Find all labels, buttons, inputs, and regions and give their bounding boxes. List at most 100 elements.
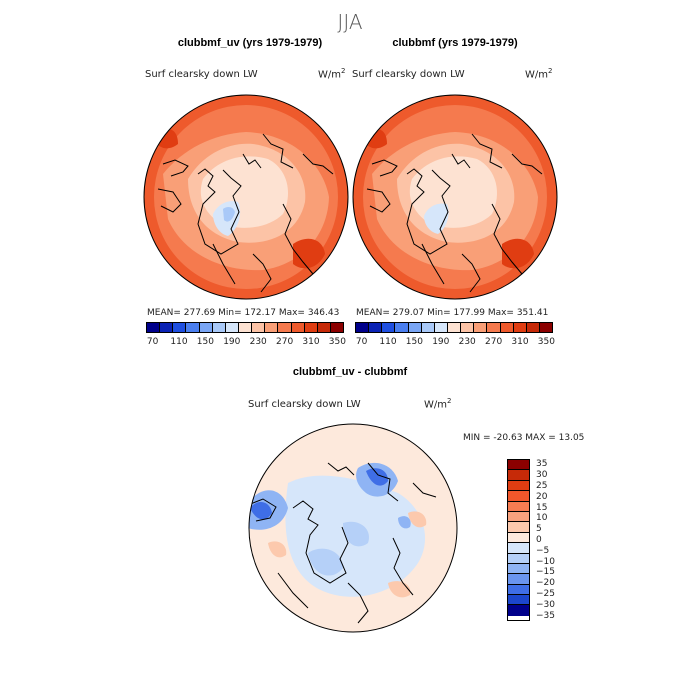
colorbar-swatch xyxy=(508,532,529,544)
colorbar-swatch xyxy=(395,323,409,332)
panel1-colorbar-labels: 70 110 150 190 230 270 310 350 xyxy=(146,337,346,349)
colorbar-swatch xyxy=(356,323,370,332)
colorbar-swatch xyxy=(508,501,529,512)
colorbar-swatch xyxy=(238,323,253,332)
diff-stats: MIN = -20.63 MAX = 13.05 xyxy=(463,433,585,443)
colorbar-swatch xyxy=(265,323,279,332)
diff-variable: Surf clearsky down LW xyxy=(248,399,361,410)
colorbar-tick-label: 310 xyxy=(302,337,320,347)
colorbar-swatch xyxy=(199,323,213,332)
panel2-title: clubbmf (yrs 1979-1979) xyxy=(392,37,518,49)
diff-title: clubbmf_uv - clubbmf xyxy=(292,366,408,378)
colorbar-swatch xyxy=(508,470,529,481)
panel2-colorbar-labels: 70 110 150 190 230 270 310 350 xyxy=(355,337,555,349)
panel1-stats: MEAN= 277.69 Min= 172.17 Max= 346.43 xyxy=(147,308,340,318)
diff-map-border xyxy=(248,423,458,633)
colorbar-swatch xyxy=(508,553,529,564)
colorbar-tick-label: −15 xyxy=(536,567,555,578)
panel1-map-border xyxy=(143,94,349,300)
colorbar-tick-label: 350 xyxy=(328,337,346,347)
colorbar-swatch xyxy=(160,323,174,332)
colorbar-swatch xyxy=(278,323,292,332)
colorbar-swatch xyxy=(487,323,501,332)
colorbar-swatch xyxy=(513,323,527,332)
colorbar-swatch xyxy=(304,323,318,332)
panel1-units: W/m2 xyxy=(318,67,346,81)
panel1-map xyxy=(143,94,349,300)
diff-field xyxy=(249,424,457,632)
panel1-title: clubbmf_uv (yrs 1979-1979) xyxy=(177,37,323,49)
colorbar-tick-label: 15 xyxy=(536,502,548,513)
colorbar-swatch xyxy=(508,460,529,471)
colorbar-swatch xyxy=(539,323,553,332)
colorbar-swatch xyxy=(186,323,200,332)
diff-units: W/m2 xyxy=(424,397,452,411)
panel1-colorbar xyxy=(146,322,344,333)
colorbar-swatch xyxy=(508,595,529,606)
colorbar-swatch xyxy=(500,323,514,332)
colorbar-swatch xyxy=(434,323,448,332)
colorbar-tick-label: 110 xyxy=(170,337,188,347)
colorbar-tick-label: −10 xyxy=(536,556,555,567)
panel2-map xyxy=(352,94,558,300)
colorbar-swatch xyxy=(447,323,462,332)
diff-colorbar-labels: 35 30 25 20 15 10 5 0 −5 −10 −15 −20 −25 −30 −35 xyxy=(536,459,576,621)
panel2-units: W/m2 xyxy=(525,67,553,81)
panel2-colorbar xyxy=(355,322,553,333)
colorbar-swatch xyxy=(147,323,161,332)
colorbar-tick-label: 70 xyxy=(355,337,368,347)
colorbar-tick-label: 5 xyxy=(536,524,542,535)
colorbar-tick-label: 230 xyxy=(249,337,267,347)
panel2-stats: MEAN= 279.07 Min= 177.99 Max= 351.41 xyxy=(356,308,549,318)
colorbar-swatch xyxy=(526,323,540,332)
colorbar-tick-label: 190 xyxy=(432,337,450,347)
colorbar-swatch xyxy=(369,323,383,332)
colorbar-swatch xyxy=(508,543,529,554)
colorbar-swatch xyxy=(291,323,305,332)
colorbar-swatch xyxy=(474,323,488,332)
colorbar-swatch xyxy=(421,323,435,332)
colorbar-tick-label: 310 xyxy=(511,337,529,347)
colorbar-swatch xyxy=(508,522,529,533)
colorbar-swatch xyxy=(252,323,266,332)
colorbar-swatch xyxy=(212,323,226,332)
colorbar-tick-label: 0 xyxy=(536,535,542,545)
colorbar-tick-label: 70 xyxy=(146,337,159,347)
colorbar-swatch xyxy=(173,323,187,332)
colorbar-tick-label: 230 xyxy=(458,337,476,347)
colorbar-tick-label: 25 xyxy=(536,481,548,491)
colorbar-swatch xyxy=(508,574,529,585)
colorbar-swatch xyxy=(508,563,529,575)
panel1-coastlines xyxy=(157,133,334,293)
diff-coastlines xyxy=(249,462,437,624)
colorbar-swatch xyxy=(461,323,475,332)
colorbar-tick-label: −35 xyxy=(536,610,555,621)
diff-map xyxy=(248,423,458,633)
colorbar-tick-label: −30 xyxy=(536,599,555,610)
colorbar-tick-label: −25 xyxy=(536,589,555,599)
colorbar-tick-label: 350 xyxy=(537,337,555,347)
colorbar-swatch xyxy=(382,323,396,332)
colorbar-tick-label: 190 xyxy=(223,337,241,347)
colorbar-tick-label: 150 xyxy=(196,337,214,347)
season-title: JJA xyxy=(337,10,363,34)
panel2-variable: Surf clearsky down LW xyxy=(352,69,465,80)
colorbar-tick-label: 20 xyxy=(536,491,548,502)
colorbar-swatch xyxy=(225,323,239,332)
colorbar-swatch xyxy=(408,323,422,332)
colorbar-swatch xyxy=(508,491,529,502)
colorbar-swatch xyxy=(508,480,529,492)
diff-colorbar xyxy=(507,459,530,621)
colorbar-swatch xyxy=(317,323,331,332)
colorbar-swatch xyxy=(330,323,344,332)
panel2-coastlines xyxy=(366,133,543,293)
colorbar-tick-label: 150 xyxy=(405,337,423,347)
colorbar-tick-label: 270 xyxy=(485,337,503,347)
colorbar-tick-label: 35 xyxy=(536,459,548,470)
colorbar-tick-label: 10 xyxy=(536,513,548,524)
colorbar-tick-label: 30 xyxy=(536,470,548,481)
colorbar-tick-label: 270 xyxy=(276,337,294,347)
colorbar-tick-label: −20 xyxy=(536,578,555,589)
panel1-variable: Surf clearsky down LW xyxy=(145,69,258,80)
panel1-field xyxy=(144,95,348,299)
